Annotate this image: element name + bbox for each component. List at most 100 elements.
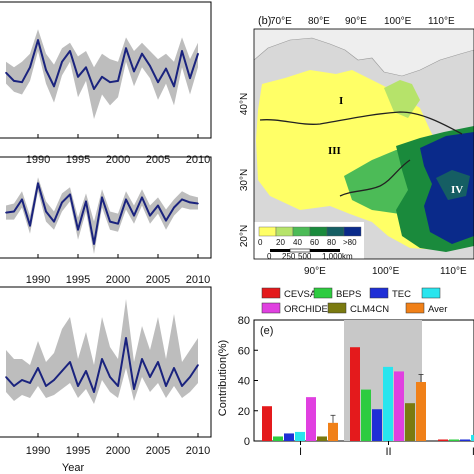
- data-point: [77, 76, 79, 78]
- data-point: [133, 70, 135, 73]
- data-point: [77, 385, 79, 387]
- bar: [471, 434, 474, 441]
- region-label-iv: IV: [451, 184, 463, 196]
- data-point: [77, 228, 79, 231]
- bar: [394, 371, 404, 441]
- data-point: [157, 361, 159, 363]
- tick-label-2000: 2000: [106, 445, 130, 457]
- time-panel-middle: 1990 1995 2000 2005 2010: [0, 156, 212, 286]
- data-point: [109, 376, 111, 378]
- range-band: [6, 29, 198, 120]
- scale-label-1000: 1,000: [322, 252, 343, 261]
- data-point: [197, 52, 199, 55]
- data-point: [45, 69, 47, 71]
- bar: [405, 403, 415, 441]
- legend-label: CEVSA2: [284, 289, 322, 300]
- data-point: [69, 193, 71, 196]
- tick-label-2000: 2000: [106, 274, 130, 286]
- category-label: III: [472, 446, 474, 458]
- colorbar-label-40: 40: [293, 238, 302, 247]
- data-point: [141, 196, 143, 199]
- y-axis-label: Contribution(%): [217, 340, 229, 416]
- panel-label: (e): [260, 325, 273, 337]
- data-point: [5, 376, 7, 378]
- panel-label: (b): [258, 15, 271, 27]
- colorbar-label-60: 60: [310, 238, 319, 247]
- data-point: [125, 337, 127, 339]
- colorbar-label-20: 20: [276, 238, 285, 247]
- colorbar-bin: [275, 226, 294, 237]
- legend-swatch: [327, 302, 347, 314]
- colorbar-label-0: 0: [258, 238, 263, 247]
- region-boundary-south: [339, 159, 411, 197]
- data-point: [13, 385, 15, 387]
- data-point: [5, 211, 7, 214]
- data-point: [181, 198, 183, 201]
- tick-label-1995: 1995: [66, 445, 90, 457]
- data-point: [93, 391, 95, 393]
- colorbar-bin: [343, 226, 362, 237]
- bar: [306, 397, 316, 441]
- bar: [460, 439, 470, 441]
- data-point: [53, 379, 55, 381]
- bar: [361, 389, 371, 441]
- data-point: [37, 39, 39, 41]
- colorbar-bin: [326, 226, 345, 237]
- data-point: [173, 85, 175, 88]
- data-point: [141, 358, 143, 360]
- data-point: [61, 201, 63, 204]
- data-point: [125, 47, 127, 49]
- legend-swatch: [261, 287, 281, 299]
- map-top-ticks: 70°E 80°E 90°E 100°E 110°E: [270, 16, 455, 27]
- region-label-iii: III: [328, 145, 341, 157]
- data-point: [189, 77, 191, 79]
- data-point: [13, 80, 15, 82]
- scale-label-500: 500: [298, 252, 312, 261]
- legend-label: Aver: [428, 304, 447, 315]
- legend-swatch: [421, 287, 441, 299]
- data-point: [21, 81, 23, 83]
- tick-label-2005: 2005: [146, 445, 170, 457]
- tick-label-1990: 1990: [26, 154, 50, 166]
- data-point: [157, 81, 159, 83]
- data-point: [37, 182, 39, 185]
- data-point: [29, 224, 31, 227]
- legend-label: ORCHIDEE: [284, 304, 334, 315]
- y-tick-label: 80: [238, 315, 250, 327]
- data-point: [141, 52, 143, 55]
- bar: [284, 433, 294, 441]
- legend-swatch: [369, 287, 389, 299]
- x-tick-labels: 1990 1995 2000 2005 2010: [26, 445, 210, 457]
- data-point: [165, 67, 167, 70]
- data-point: [189, 201, 191, 204]
- time-panel-bottom: 1990 1995 2000 2005 2010 Year: [0, 286, 212, 474]
- data-point: [125, 198, 127, 201]
- data-point: [61, 370, 63, 372]
- y-tick-label: 60: [238, 345, 250, 357]
- data-point: [61, 61, 63, 63]
- map-bottom-ticks: 90°E 100°E 110°E: [304, 266, 467, 277]
- colorbar-bin: [292, 226, 311, 237]
- y-tick-label: 20: [238, 406, 250, 418]
- data-point: [109, 220, 111, 223]
- data-point: [101, 358, 103, 360]
- data-point: [85, 66, 87, 69]
- data-point: [197, 202, 199, 205]
- colorbar: [258, 226, 362, 237]
- legend-swatch: [313, 287, 333, 299]
- data-point: [165, 219, 167, 222]
- data-point: [133, 388, 135, 390]
- x-axis-label: Year: [62, 462, 85, 474]
- data-point: [181, 385, 183, 387]
- bar: [449, 439, 459, 441]
- lon-tick-70e: 70°E: [270, 16, 292, 27]
- bar: [416, 382, 426, 441]
- lon-tick-90e-bottom: 90°E: [304, 266, 326, 277]
- data-point: [197, 364, 199, 366]
- colorbar-label-80: 80: [327, 238, 336, 247]
- lon-tick-100e-bottom: 100°E: [372, 266, 400, 277]
- tick-label-2000: 2000: [106, 154, 130, 166]
- data-point: [189, 376, 191, 378]
- lon-tick-100e: 100°E: [384, 16, 412, 27]
